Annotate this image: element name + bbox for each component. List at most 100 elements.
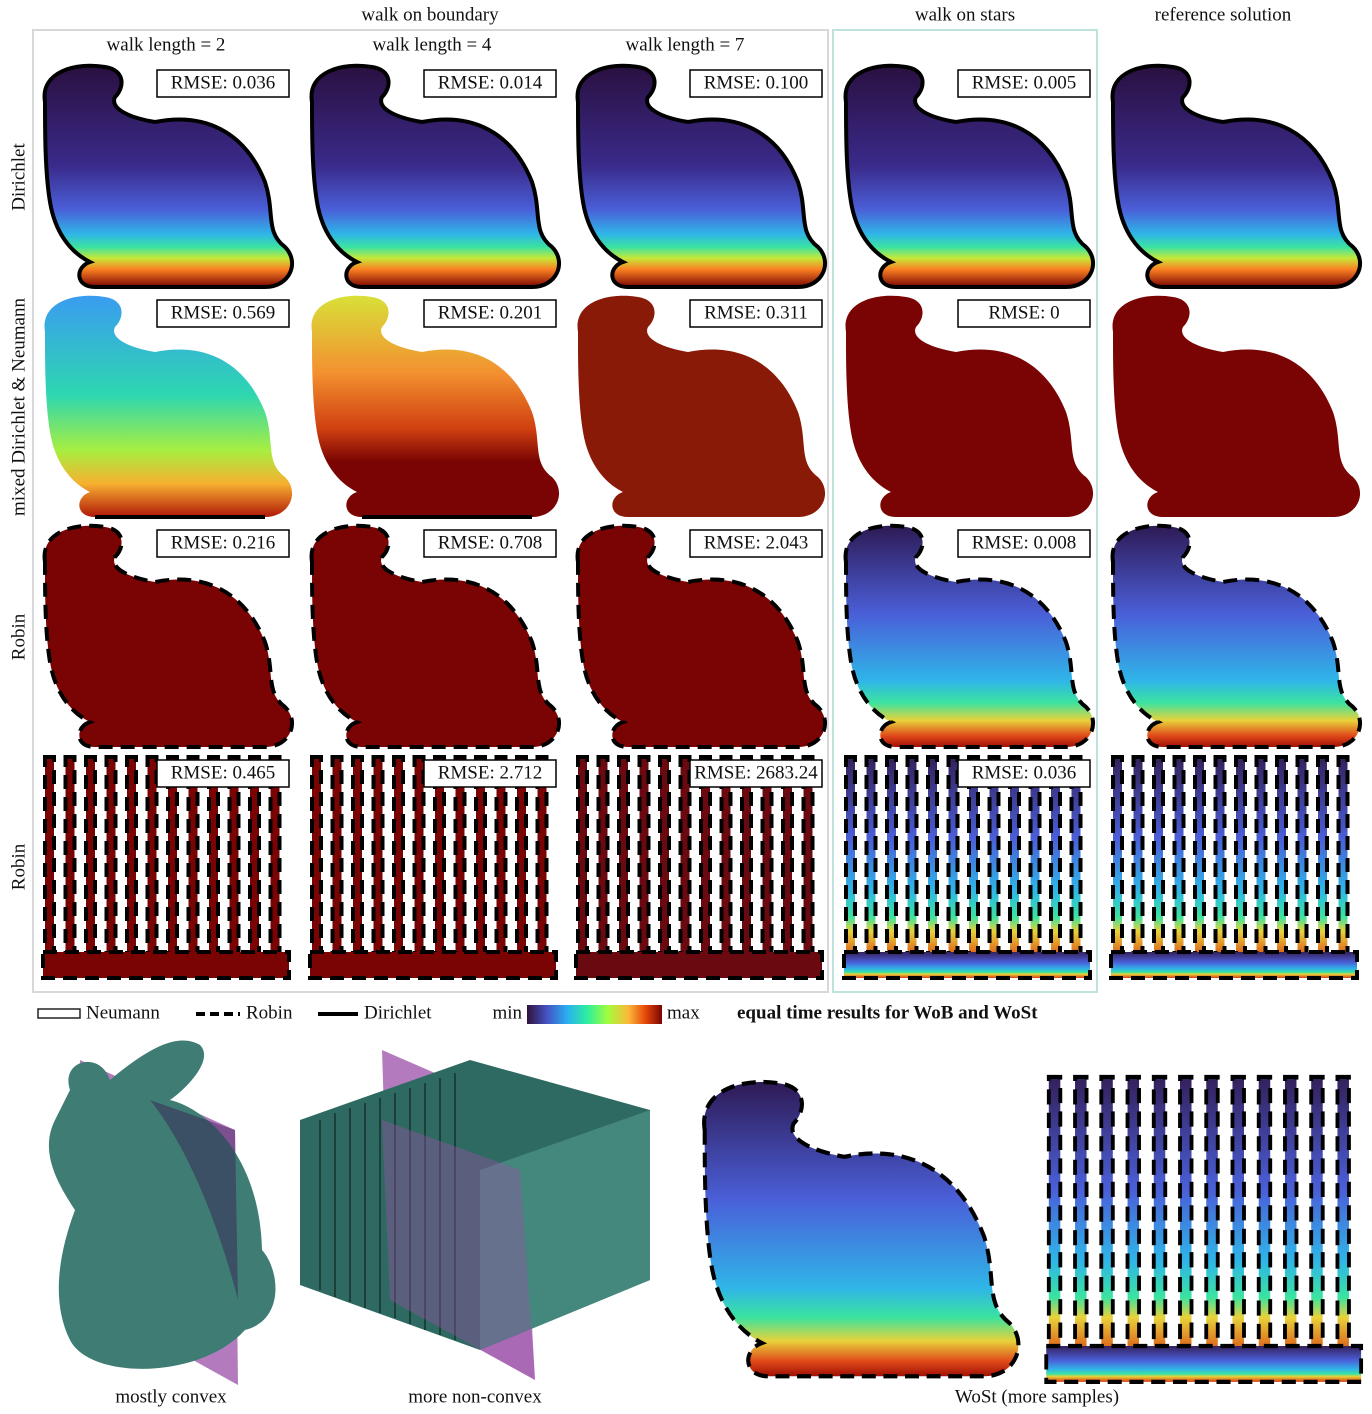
solution-panel (575, 63, 828, 289)
fin (43, 755, 56, 964)
solution-panel (44, 295, 293, 519)
caption: mostly convex (115, 1386, 227, 1407)
rmse-box (156, 529, 290, 558)
rmse-label: RMSE: 0.311 (704, 302, 808, 323)
fin (617, 755, 630, 964)
domain (575, 63, 828, 289)
rmse-box (957, 759, 1091, 788)
fin (1295, 755, 1309, 964)
fin-base (308, 950, 558, 980)
rmse-label: RMSE: 2.043 (704, 532, 809, 553)
fin (1309, 1074, 1325, 1362)
rmse-box (423, 299, 557, 328)
domain (1110, 523, 1363, 749)
fin (1256, 1074, 1273, 1362)
fin (330, 755, 344, 964)
solution-panel (1110, 523, 1363, 749)
fin (1234, 755, 1247, 964)
fin (719, 755, 733, 964)
domain (843, 523, 1096, 749)
rmse-label: RMSE: 0 (988, 302, 1059, 323)
solution-panel (1109, 755, 1359, 980)
rmse-label: RMSE: 0.014 (438, 72, 543, 93)
legend-label: min (492, 1002, 522, 1023)
large-fins (1044, 1074, 1364, 1384)
domain (843, 63, 1096, 289)
fin (699, 755, 712, 964)
fin (371, 755, 385, 964)
fin (535, 755, 549, 964)
solution-panel (42, 523, 295, 749)
fin (1099, 1074, 1115, 1362)
fin (351, 755, 364, 964)
rmse-label: RMSE: 2.712 (438, 762, 543, 783)
rmse-label: RMSE: 0.465 (171, 762, 276, 783)
fin (1069, 755, 1083, 964)
rmse-label: RMSE: 0.569 (171, 302, 276, 323)
fin (781, 755, 794, 964)
rmse-label: RMSE: 0.216 (171, 532, 276, 553)
fin-base (842, 950, 1092, 980)
fin (1049, 755, 1062, 964)
rmse-label: RMSE: 0.100 (704, 72, 809, 93)
row-label: Dirichlet (8, 143, 29, 211)
fin (1178, 1074, 1194, 1362)
solution-panel (843, 523, 1096, 749)
legend-label: Robin (246, 1002, 293, 1023)
domain (309, 523, 562, 749)
fin (145, 755, 159, 964)
fin (1151, 1074, 1168, 1362)
rmse-box (156, 759, 290, 788)
bunny-3d (48, 1040, 276, 1385)
rmse-box (957, 299, 1091, 328)
solution-panel (575, 523, 828, 749)
column-title: walk length = 4 (373, 34, 492, 55)
fin (248, 755, 261, 964)
fin (1193, 755, 1206, 964)
domain (42, 523, 295, 749)
neumann-swatch (37, 1008, 81, 1019)
fin (310, 755, 323, 964)
fin-base (1109, 950, 1359, 980)
fin (1152, 755, 1165, 964)
domain (1110, 63, 1363, 289)
group-title: reference solution (1155, 4, 1292, 25)
wost-frame (832, 29, 1098, 993)
domain (42, 63, 295, 289)
caption: more non-convex (408, 1386, 542, 1407)
fin (844, 755, 857, 964)
fin (392, 755, 405, 964)
rmse-label: RMSE: 0.008 (972, 532, 1077, 553)
fin (1316, 755, 1329, 964)
rmse-box (156, 299, 290, 328)
fin (227, 755, 241, 964)
fin (1335, 1074, 1351, 1362)
rmse-label: RMSE: 0.036 (972, 762, 1077, 783)
fin (63, 755, 77, 964)
fin (1204, 1074, 1220, 1362)
rmse-label: RMSE: 0.708 (438, 532, 543, 553)
solution-panel (577, 295, 826, 517)
group-title: walk on stars (915, 4, 1015, 25)
fin (1125, 1074, 1141, 1362)
fin (905, 755, 919, 964)
row-label: Robin (8, 843, 29, 890)
caption: WoSt (more samples) (955, 1386, 1119, 1407)
fin (1172, 755, 1186, 964)
rmse-box (957, 529, 1091, 558)
legend-label: max (667, 1002, 700, 1023)
fin (494, 755, 508, 964)
fin (125, 755, 138, 964)
fin (987, 755, 1001, 964)
fin (1046, 1074, 1063, 1362)
fin (740, 755, 753, 964)
rmse-box (689, 299, 823, 328)
column-title: walk length = 2 (107, 34, 226, 55)
rmse-label: RMSE: 0.036 (171, 72, 276, 93)
legend: Neumann Robin Dirichlet min max equal ti… (37, 1002, 1038, 1024)
fin (433, 755, 446, 964)
fin (637, 755, 651, 964)
fin (104, 755, 118, 964)
solution-panel (843, 63, 1096, 289)
